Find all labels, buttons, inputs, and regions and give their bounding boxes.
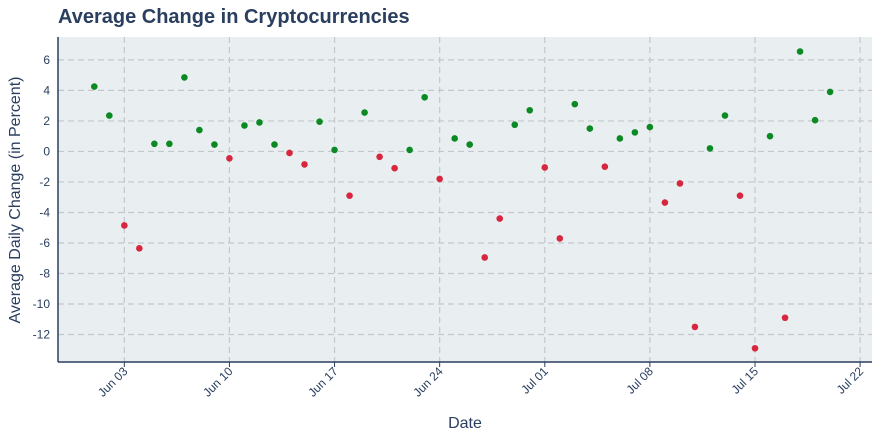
point [466,141,473,148]
point [541,164,549,171]
point [481,254,489,261]
chart-title: Average Change in Cryptocurrencies [58,6,410,28]
point [226,155,233,162]
point [331,146,338,154]
point [511,121,519,129]
point [376,153,383,161]
x-tick-label: Jun 10 [200,364,236,400]
point [496,215,504,222]
point [556,235,564,242]
point [616,135,624,142]
x-tick-label: Jun 03 [95,364,131,400]
point [286,149,293,157]
point [301,161,308,168]
point [106,112,113,119]
point [751,344,759,352]
point [166,140,173,148]
point [121,222,128,229]
point [676,180,684,187]
point [661,199,669,206]
y-tick-label: -6 [39,236,50,250]
point [586,125,594,132]
point [736,192,744,199]
point [631,129,639,136]
x-tick-label: Jul 22 [834,364,867,397]
y-tick-label: -4 [39,205,50,219]
x-tick-label: Jul 08 [623,364,656,397]
point [271,141,278,148]
point [391,164,398,172]
point [706,145,714,152]
point [196,126,203,134]
y-tick-label: 4 [43,83,50,97]
point [181,74,188,81]
x-tick-label: Jun 17 [305,364,341,400]
y-axis-title: Average Daily Change (in Percent) [7,77,24,324]
x-tick-label: Jun 24 [410,364,446,400]
x-tick-label: Jul 15 [729,364,762,397]
point [316,118,323,125]
y-tick-label: -2 [39,175,50,189]
y-tick-label: 0 [43,144,50,158]
point [526,106,534,114]
grid [58,37,872,362]
y-tick-label: 6 [43,53,50,67]
point [436,175,443,183]
point [826,88,834,96]
y-tick-label: -10 [33,297,51,311]
point [451,135,458,142]
point [406,146,413,154]
y-tick-label: 2 [43,114,50,128]
y-tick-label: -12 [33,328,51,342]
point [781,314,789,322]
point [151,140,158,148]
point [571,100,579,108]
point [691,323,699,331]
plot-background [58,37,872,362]
y-tick-label: -8 [39,267,50,281]
point [211,141,218,148]
x-axis-title: Date [448,415,482,432]
point [721,112,729,119]
point [796,48,804,55]
point [361,109,368,116]
point [136,245,143,252]
point [346,192,353,199]
point [90,83,98,90]
point [646,123,654,131]
point [811,116,819,124]
point [766,132,774,140]
x-tick-label: Jul 01 [518,364,551,397]
point [241,122,248,129]
point [256,119,263,126]
point [421,93,428,101]
point [601,163,609,170]
